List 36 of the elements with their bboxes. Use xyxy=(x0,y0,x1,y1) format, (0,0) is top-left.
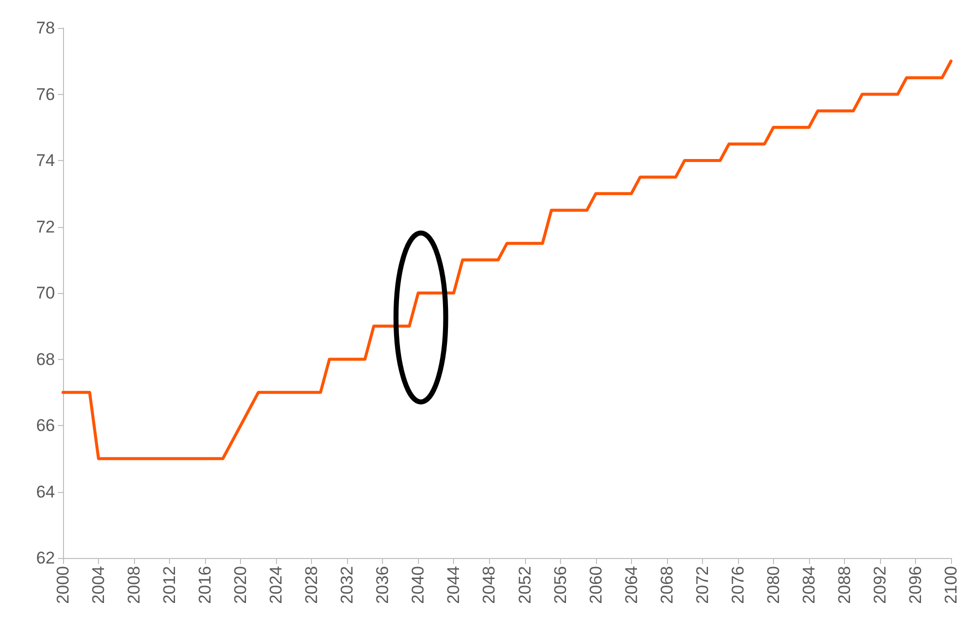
y-tick-label: 74 xyxy=(36,151,55,170)
x-tick-label: 2048 xyxy=(480,566,499,604)
x-tick-label: 2100 xyxy=(942,566,960,604)
y-tick-label: 68 xyxy=(36,350,55,369)
x-tick-label: 2012 xyxy=(160,566,180,604)
x-tick-label: 2008 xyxy=(124,566,144,604)
x-tick-label: 2068 xyxy=(657,566,676,604)
y-tick-label: 78 xyxy=(36,18,55,38)
x-tick-label: 2092 xyxy=(870,566,890,604)
x-tick-label: 2028 xyxy=(302,566,322,604)
x-tick-label: 2088 xyxy=(834,566,854,604)
x-tick-label: 2016 xyxy=(196,566,215,604)
x-tick-label: 2040 xyxy=(408,566,428,604)
x-tick-label: 2060 xyxy=(586,566,606,604)
x-tick-label: 2084 xyxy=(799,566,818,604)
x-tick-label: 2056 xyxy=(550,566,570,604)
x-tick-label: 2064 xyxy=(622,566,641,604)
x-tick-label: 2004 xyxy=(89,566,108,604)
y-tick-label: 66 xyxy=(36,416,55,435)
y-tick-label: 64 xyxy=(36,482,55,502)
x-tick-label: 2080 xyxy=(764,566,783,604)
x-tick-label: 2096 xyxy=(906,566,925,604)
x-tick-label: 2000 xyxy=(54,566,72,604)
x-tick-label: 2052 xyxy=(515,566,534,604)
y-tick-label: 76 xyxy=(36,84,55,104)
y-tick-label: 72 xyxy=(36,217,55,236)
x-tick-label: 2024 xyxy=(266,566,286,604)
x-tick-label: 2044 xyxy=(444,566,464,604)
x-tick-label: 2076 xyxy=(728,566,748,604)
line-series xyxy=(62,60,952,460)
x-tick-label: 2072 xyxy=(692,566,712,604)
x-tick-label: 2036 xyxy=(373,566,392,604)
y-tick-label: 62 xyxy=(36,548,55,568)
x-tick-label: 2032 xyxy=(338,566,357,604)
y-tick-label: 70 xyxy=(36,284,55,302)
x-tick-label: 2020 xyxy=(231,566,250,604)
